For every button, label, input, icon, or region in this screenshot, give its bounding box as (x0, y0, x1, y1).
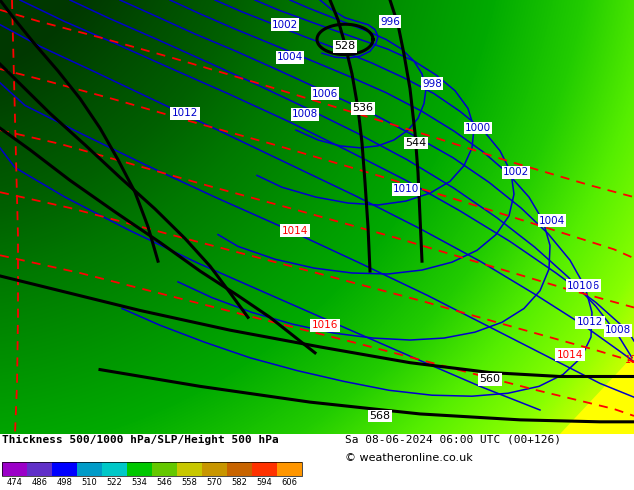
Text: 1016: 1016 (312, 320, 338, 330)
Text: © weatheronline.co.uk: © weatheronline.co.uk (345, 453, 473, 463)
Text: 536: 536 (353, 103, 373, 113)
Text: 996: 996 (380, 17, 400, 26)
Text: 1004: 1004 (539, 216, 565, 226)
Text: 544: 544 (405, 138, 427, 148)
Bar (2, 462, 302, 476)
Bar (27, 462, 52, 476)
Text: 1000: 1000 (465, 123, 491, 133)
Text: 1008: 1008 (292, 109, 318, 120)
Text: 546: 546 (157, 478, 172, 487)
Text: 1006: 1006 (574, 281, 600, 291)
Bar (2, 462, 27, 476)
Text: 594: 594 (257, 478, 273, 487)
Text: 1012: 1012 (577, 318, 603, 327)
Polygon shape (560, 355, 634, 434)
Bar (77, 462, 102, 476)
Text: 1006: 1006 (312, 89, 338, 98)
Bar (52, 462, 77, 476)
Text: 522: 522 (107, 478, 122, 487)
Text: 1002: 1002 (272, 20, 298, 29)
Text: 1014: 1014 (557, 350, 583, 360)
Text: Sa 08-06-2024 06:00 UTC (00+126): Sa 08-06-2024 06:00 UTC (00+126) (345, 435, 561, 444)
Bar (102, 462, 127, 476)
Text: 528: 528 (334, 41, 356, 51)
Text: 570: 570 (207, 478, 223, 487)
Text: 998: 998 (422, 79, 442, 89)
Bar (227, 462, 252, 476)
Bar (252, 462, 277, 476)
Text: 486: 486 (32, 478, 48, 487)
Text: Thickness 500/1000 hPa/SLP/Height 500 hPa: Thickness 500/1000 hPa/SLP/Height 500 hP… (2, 435, 279, 445)
Text: 560: 560 (479, 374, 500, 385)
Text: 606: 606 (281, 478, 297, 487)
Text: 498: 498 (56, 478, 72, 487)
Text: 568: 568 (370, 411, 391, 421)
Text: 534: 534 (132, 478, 148, 487)
Bar (152, 462, 177, 476)
Text: 1008: 1008 (605, 325, 631, 335)
Bar (127, 462, 152, 476)
Text: 1010: 1010 (393, 184, 419, 194)
Text: 10: 10 (625, 355, 634, 365)
Bar (277, 462, 302, 476)
Bar (177, 462, 202, 476)
Bar (202, 462, 227, 476)
Text: 474: 474 (6, 478, 22, 487)
Text: 1004: 1004 (277, 52, 303, 62)
Text: 582: 582 (231, 478, 247, 487)
Text: 1010: 1010 (567, 281, 593, 291)
Text: 1014: 1014 (281, 225, 308, 236)
Text: 558: 558 (181, 478, 197, 487)
Text: 1012: 1012 (172, 108, 198, 119)
Text: 1002: 1002 (503, 168, 529, 177)
Text: 510: 510 (82, 478, 98, 487)
